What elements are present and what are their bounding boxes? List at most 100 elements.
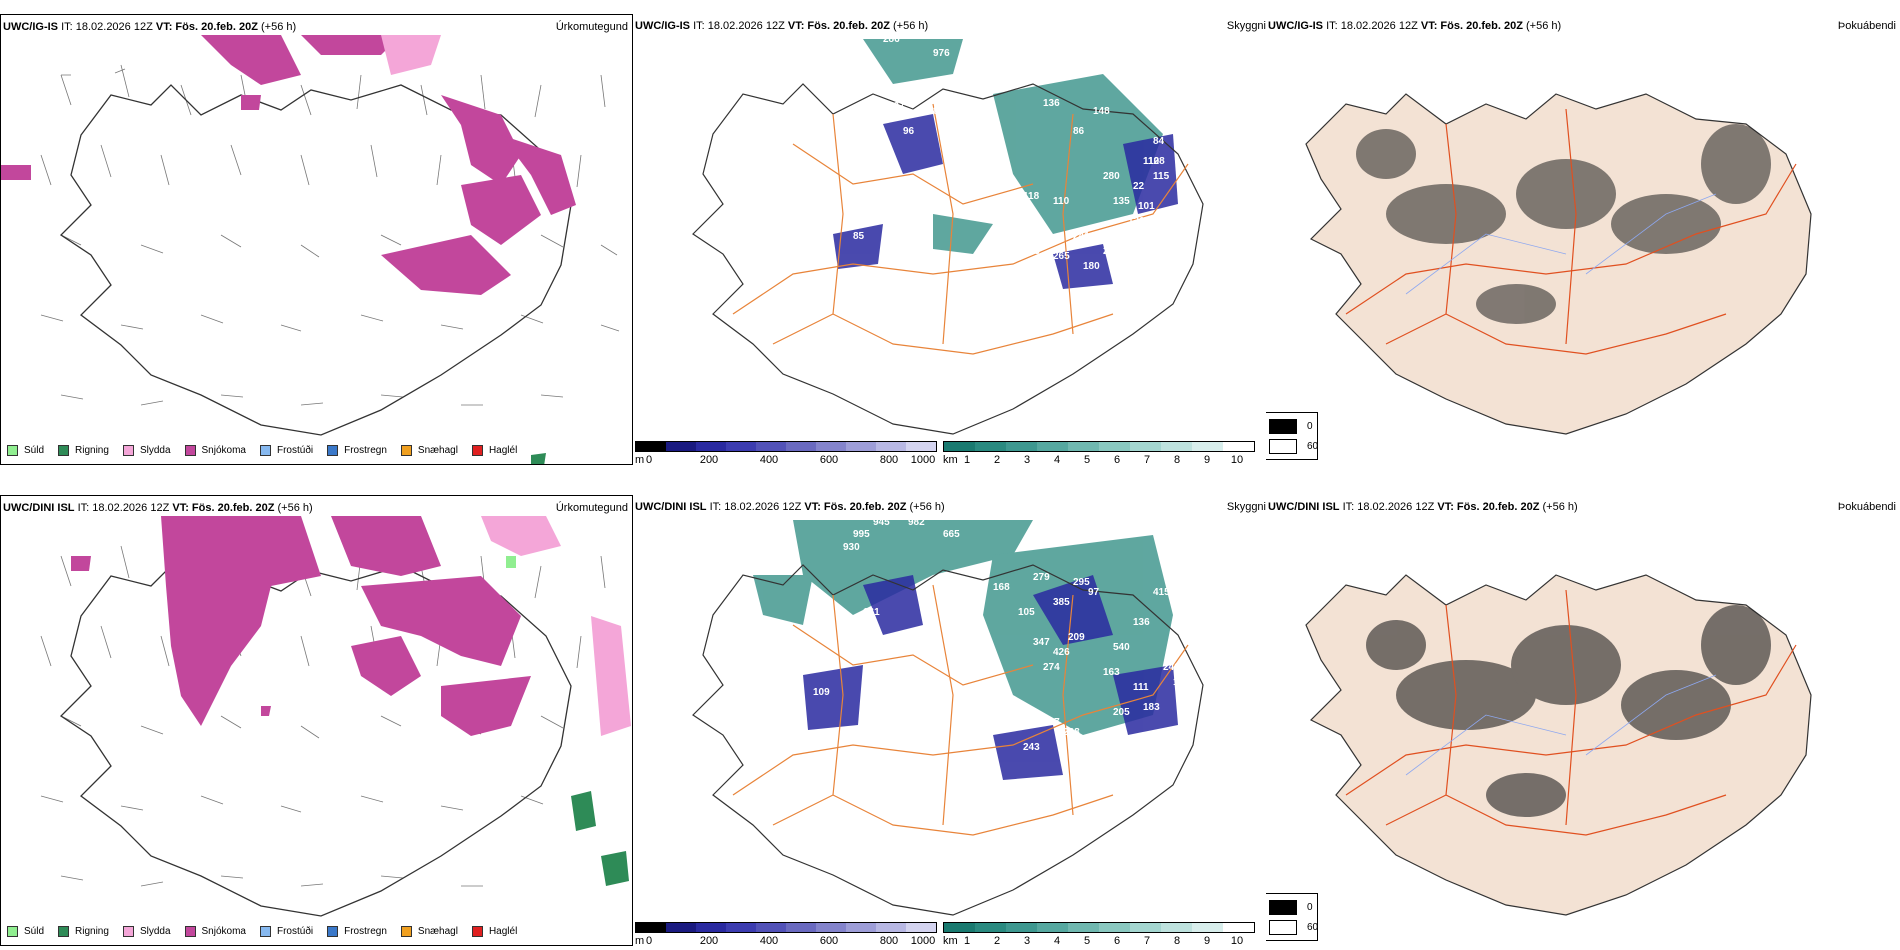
cloud-base-label: 97 bbox=[1088, 587, 1100, 598]
precip-legend-top: Súld Rigning Slydda Snjókoma Frostúði Fr… bbox=[7, 445, 531, 456]
cloud-base-colorbar bbox=[635, 441, 937, 452]
cloud-base-label: 385 bbox=[1053, 597, 1070, 608]
skyggni-title: Skyggni bbox=[1226, 501, 1266, 513]
legend-item: Frostúði bbox=[259, 926, 313, 937]
precip-type-panel-top: UWC/IG-IS IT: 18.02.2026 12Z VT: Fös. 20… bbox=[0, 14, 633, 465]
cloud-base-label: 426 bbox=[1053, 647, 1070, 658]
cloud-base-label: 135 bbox=[1113, 196, 1130, 207]
legend-item: Súld bbox=[7, 445, 44, 456]
cloud-base-label: 241 bbox=[1073, 231, 1090, 242]
cloud-base-label: 105 bbox=[1018, 607, 1035, 618]
cloud-base-label: 89 bbox=[933, 106, 945, 117]
cloud-base-label: 995 bbox=[853, 529, 870, 540]
iceland-land bbox=[1305, 93, 1812, 435]
cloud-base-label: 183 bbox=[1143, 702, 1160, 713]
cloud-base-label: 118 bbox=[1023, 191, 1040, 202]
legend-item: Slydda bbox=[122, 445, 171, 456]
fog-title: Þokuábendi bbox=[1837, 20, 1896, 32]
cloud-base-label: 241 bbox=[1163, 662, 1180, 673]
visibility-colorbar bbox=[943, 922, 1255, 933]
cloud-base-label: 136 bbox=[1133, 617, 1150, 628]
cloud-base-label: 148 bbox=[1093, 106, 1110, 117]
precip-map-top bbox=[1, 35, 620, 464]
cloud-base-label: 110 bbox=[1143, 156, 1160, 167]
cloud-base-label: 187 bbox=[1023, 717, 1040, 728]
fog-key-bottom: 0 60 bbox=[1266, 893, 1318, 941]
iceland-outline bbox=[692, 564, 1204, 916]
cloud-base-label: 205 bbox=[1113, 707, 1130, 718]
skyggni-title: Skyggni bbox=[1226, 20, 1266, 32]
cloud-base-label: 22 bbox=[1133, 181, 1145, 192]
cloud-base-label: 111 bbox=[1133, 682, 1149, 693]
cloud-base-label: 163 bbox=[1103, 667, 1120, 678]
cloud-base-label: 286 bbox=[963, 101, 980, 112]
cloud-base-label: 400 bbox=[763, 562, 780, 573]
iceland-land bbox=[1305, 574, 1812, 916]
visibility-colorbar bbox=[943, 441, 1255, 452]
cloud-base-label: 415 bbox=[1153, 587, 1170, 598]
precip-type-panel-bottom: UWC/DINI ISL IT: 18.02.2026 12Z VT: Fös.… bbox=[0, 495, 633, 946]
cloud-base-label: 109 bbox=[813, 687, 830, 698]
cloud-base-label: 161 bbox=[863, 607, 880, 618]
panel-title: UWC/IG-IS IT: 18.02.2026 12Z VT: Fös. 20… bbox=[3, 21, 297, 33]
cloud-base-label: 265 bbox=[1053, 251, 1070, 262]
cloud-base-label: 193 bbox=[1023, 246, 1040, 257]
cloud-base-label: 303 bbox=[963, 697, 980, 708]
legend-item: Frostregn bbox=[327, 445, 387, 456]
legend-item: Snæhagl bbox=[400, 445, 458, 456]
panel-title: UWC/IG-IS IT: 18.02.2026 12Z VT: Fös. 20… bbox=[635, 20, 929, 32]
road-network bbox=[732, 103, 1189, 355]
fog-title: Þokuábendi bbox=[1837, 501, 1896, 513]
legend-item: Haglél bbox=[471, 926, 517, 937]
cloud-base-label: 84 bbox=[1153, 136, 1165, 147]
legend-item: Snæhagl bbox=[400, 926, 458, 937]
legend-item: Súld bbox=[7, 926, 44, 937]
precip-type-title: Úrkomutegund bbox=[555, 502, 628, 514]
cloud-base-label: 268 bbox=[1063, 727, 1080, 738]
fog-map-top bbox=[1305, 93, 1812, 435]
cloud-base-label: 982 bbox=[908, 517, 925, 528]
fog-panel-top: UWC/IG-IS IT: 18.02.2026 12Z VT: Fös. 20… bbox=[1266, 14, 1900, 465]
cloud-base-label: 120 bbox=[1128, 216, 1145, 227]
cloud-base-label: 128 bbox=[1148, 156, 1165, 167]
precip-legend-bottom: Súld Rigning Slydda Snjókoma Frostúði Fr… bbox=[7, 926, 531, 937]
precip-type-title: Úrkomutegund bbox=[555, 21, 628, 33]
cloud-base-label: 274 bbox=[1043, 662, 1060, 673]
legend-item: Snjókoma bbox=[184, 926, 246, 937]
cloud-base-colorbar bbox=[635, 922, 937, 933]
cloud-base-label: 136 bbox=[893, 206, 910, 217]
cloud-base-label: 96 bbox=[903, 126, 915, 137]
cloud-base-label: 279 bbox=[1033, 572, 1050, 583]
fog-key-top: 0 60 bbox=[1266, 412, 1318, 460]
legend-item: Haglél bbox=[471, 445, 517, 456]
cloud-base-label: 945 bbox=[873, 517, 890, 528]
legend-item: Rigning bbox=[58, 445, 109, 456]
cloud-visibility-panel-bottom: UWC/DINI ISL IT: 18.02.2026 12Z VT: Fös.… bbox=[633, 495, 1268, 946]
cloud-base-label: 101 bbox=[1138, 201, 1155, 212]
cloud-base-label: 243 bbox=[1023, 742, 1040, 753]
cloud-visibility-panel-top: UWC/IG-IS IT: 18.02.2026 12Z VT: Fös. 20… bbox=[633, 14, 1268, 465]
panel-title: UWC/DINI ISL IT: 18.02.2026 12Z VT: Fös.… bbox=[635, 501, 945, 513]
panel-title: UWC/IG-IS IT: 18.02.2026 12Z VT: Fös. 20… bbox=[1268, 20, 1562, 32]
snow-areas bbox=[1, 35, 576, 295]
cloud-base-label: 187 bbox=[1043, 717, 1060, 728]
cloud-base-label: 209 bbox=[1068, 632, 1085, 643]
cloud-base-label: 105 bbox=[1173, 677, 1190, 688]
fog-panel-bottom: UWC/DINI ISL IT: 18.02.2026 12Z VT: Fös.… bbox=[1266, 495, 1900, 946]
legend-item: Frostúði bbox=[259, 445, 313, 456]
cloud-base-label: 136 bbox=[1043, 98, 1060, 109]
cloud-base-label: 115 bbox=[1153, 171, 1170, 182]
cloud-base-label: 540 bbox=[1113, 642, 1130, 653]
fog-map-bottom bbox=[1305, 574, 1812, 916]
cloud-base-label: 110 bbox=[1053, 196, 1070, 207]
cloud-base-label: 168 bbox=[993, 582, 1010, 593]
cloud-base-label: 158 bbox=[993, 236, 1010, 247]
cloud-map-bottom: 945 982 995 665 930 400 279 295 168 385 97 105 161 41… bbox=[692, 517, 1204, 916]
cloud-base-label: 665 bbox=[943, 529, 960, 540]
cloud-base-label: 295 bbox=[1073, 577, 1090, 588]
cloud-base-label: 107 bbox=[888, 101, 905, 112]
iceland-outline bbox=[692, 83, 1204, 435]
cloud-base-label: 976 bbox=[933, 48, 950, 59]
panel-title: UWC/DINI ISL IT: 18.02.2026 12Z VT: Fös.… bbox=[3, 502, 313, 514]
